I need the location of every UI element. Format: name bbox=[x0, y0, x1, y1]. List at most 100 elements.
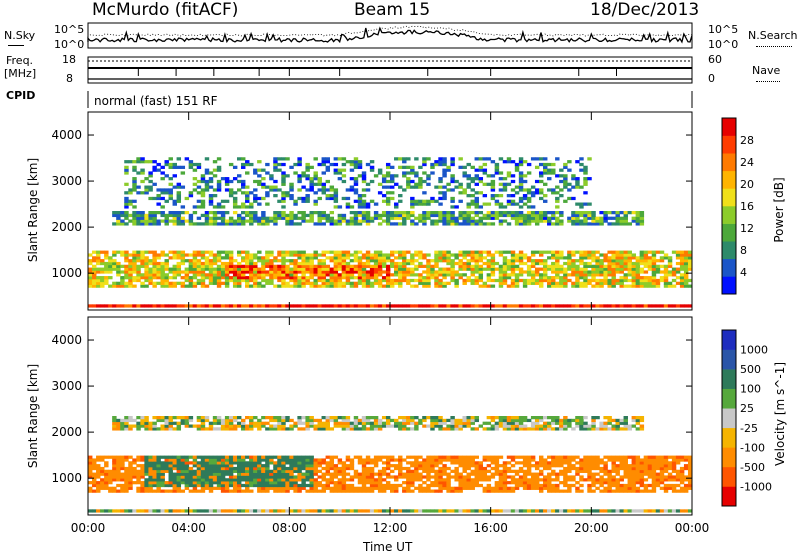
heatmap-cell bbox=[216, 509, 222, 513]
heatmap-cell bbox=[249, 478, 254, 482]
heatmap-cell bbox=[623, 427, 628, 431]
heatmap-cell bbox=[526, 458, 532, 462]
heatmap-cell bbox=[333, 219, 339, 223]
heatmap-cell bbox=[502, 281, 508, 285]
heatmap-cell bbox=[232, 478, 238, 482]
heatmap-cell bbox=[208, 264, 214, 268]
heatmap-cell bbox=[325, 160, 330, 164]
heatmap-cell bbox=[136, 191, 141, 195]
heatmap-cell bbox=[603, 213, 608, 218]
heatmap-cell bbox=[216, 284, 222, 288]
heatmap-cell bbox=[518, 256, 524, 260]
heatmap-cell bbox=[341, 256, 347, 260]
heatmap-cell bbox=[555, 284, 560, 288]
heatmap-cell bbox=[289, 278, 294, 283]
heatmap-cell bbox=[494, 509, 500, 513]
freq-panel bbox=[87, 56, 693, 84]
heatmap-cell bbox=[172, 427, 177, 431]
heatmap-cell bbox=[394, 304, 399, 308]
heatmap-cell bbox=[172, 304, 177, 308]
heatmap-cell bbox=[631, 483, 637, 488]
heatmap-cell bbox=[297, 464, 302, 468]
heatmap-cell bbox=[406, 211, 411, 215]
heatmap-cell bbox=[530, 478, 536, 482]
heatmap-cell bbox=[430, 421, 435, 425]
heatmap-cell bbox=[120, 264, 125, 268]
heatmap-cell bbox=[329, 466, 335, 471]
heatmap-cell bbox=[663, 256, 669, 260]
heatmap-cell bbox=[373, 256, 379, 260]
heatmap-cell bbox=[325, 509, 330, 513]
heatmap-cell bbox=[108, 469, 113, 473]
heatmap-cell bbox=[450, 458, 455, 462]
heatmap-cell bbox=[325, 179, 330, 184]
heatmap-cell bbox=[305, 461, 310, 465]
heatmap-cell bbox=[321, 472, 326, 476]
heatmap-cell bbox=[345, 424, 351, 428]
heatmap-cell bbox=[526, 509, 532, 513]
heatmap-cell bbox=[156, 478, 161, 482]
heatmap-cell bbox=[241, 179, 246, 184]
heatmap-cell bbox=[595, 264, 600, 268]
heatmap-cell bbox=[534, 461, 540, 465]
heatmap-cell bbox=[478, 267, 484, 271]
heatmap-cell bbox=[204, 211, 210, 215]
heatmap-cell bbox=[667, 509, 673, 513]
heatmap-cell bbox=[208, 270, 214, 274]
heatmap-cell bbox=[430, 259, 435, 263]
heatmap-cell bbox=[261, 182, 266, 186]
heatmap-cell bbox=[96, 261, 101, 266]
heatmap-cell bbox=[486, 304, 492, 308]
heatmap-cell bbox=[466, 458, 471, 462]
heatmap-cell bbox=[168, 427, 173, 431]
heatmap-cell bbox=[148, 259, 153, 263]
heatmap-cell bbox=[261, 256, 266, 260]
heatmap-cell bbox=[607, 427, 612, 431]
heatmap-cell bbox=[204, 213, 210, 218]
heatmap-cell bbox=[96, 259, 101, 263]
heatmap-cell bbox=[430, 481, 435, 485]
heatmap-cell bbox=[156, 211, 161, 215]
heatmap-cell bbox=[132, 182, 137, 186]
heatmap-cell bbox=[623, 211, 628, 215]
heatmap-cell bbox=[587, 278, 592, 283]
heatmap-cell bbox=[305, 253, 310, 257]
heatmap-cell bbox=[607, 284, 612, 288]
heatmap-cell bbox=[313, 478, 318, 482]
heatmap-cell bbox=[116, 219, 121, 223]
heatmap-cell bbox=[152, 213, 157, 218]
heatmap-cell bbox=[116, 270, 121, 274]
heatmap-cell bbox=[627, 278, 632, 283]
heatmap-cell bbox=[599, 424, 604, 428]
heatmap-cell bbox=[659, 469, 665, 473]
heatmap-cell bbox=[502, 205, 508, 209]
heatmap-cell bbox=[595, 478, 600, 482]
heatmap-cell bbox=[526, 264, 532, 268]
heatmap-cell bbox=[192, 455, 198, 459]
heatmap-cell bbox=[228, 424, 234, 428]
heatmap-cell bbox=[482, 157, 488, 161]
heatmap-cell bbox=[434, 199, 439, 203]
heatmap-cell bbox=[208, 458, 214, 462]
heatmap-cell bbox=[333, 466, 339, 471]
heatmap-cell bbox=[538, 455, 544, 459]
heatmap-cell bbox=[245, 160, 250, 164]
heatmap-cell bbox=[309, 165, 314, 169]
heatmap-cell bbox=[241, 219, 246, 223]
heatmap-cell bbox=[124, 486, 129, 490]
heatmap-cell bbox=[486, 483, 492, 488]
heatmap-cell bbox=[88, 458, 93, 462]
heatmap-cell bbox=[88, 276, 93, 280]
heatmap-cell bbox=[236, 475, 242, 479]
heatmap-cell bbox=[104, 253, 109, 257]
heatmap-cell bbox=[313, 157, 318, 161]
heatmap-cell bbox=[422, 256, 427, 260]
heatmap-cell bbox=[543, 219, 548, 223]
heatmap-cell bbox=[639, 489, 645, 493]
heatmap-cell bbox=[538, 427, 544, 431]
heatmap-cell bbox=[398, 461, 403, 465]
heatmap-cell bbox=[196, 278, 202, 283]
heatmap-cell bbox=[136, 475, 141, 479]
heatmap-cell bbox=[152, 165, 157, 169]
